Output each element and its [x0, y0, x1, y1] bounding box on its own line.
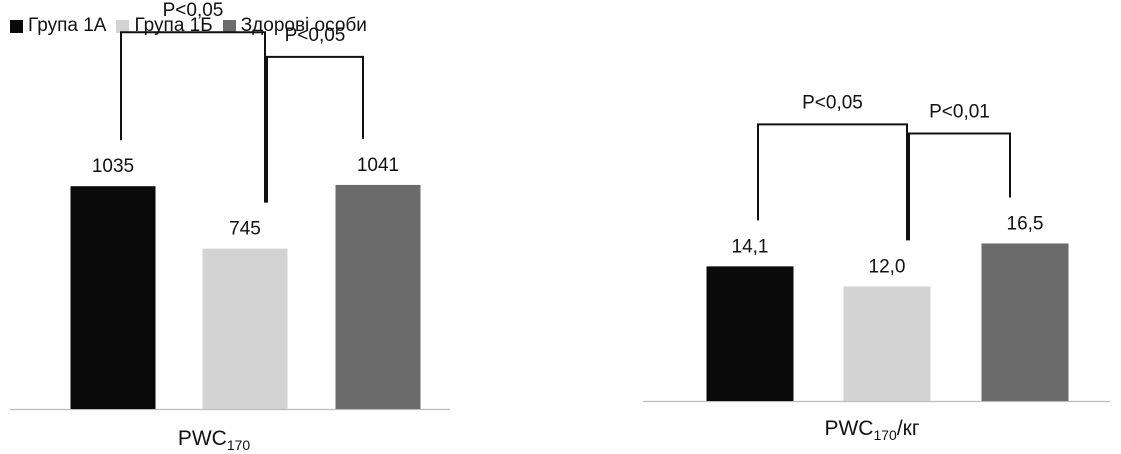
x-axis-label-subscript: 170 — [873, 427, 897, 443]
value-label-2: 12,0 — [869, 256, 906, 277]
legend-swatch-healthy — [222, 19, 236, 33]
value-label-3: 1041 — [357, 155, 399, 176]
legend: Група 1А Група 1Б Здорові особи — [10, 14, 377, 38]
x-axis-label-main: PWC — [178, 427, 227, 450]
bar-1 — [706, 266, 794, 401]
x-axis-label: PWC170/кг — [824, 417, 919, 443]
chart-pwc170-per-kg: 14,1 12,0 16,5 P<0,05 P<0,01 PWC170/кг — [643, 92, 1110, 443]
significance-label-1: P<0,05 — [802, 92, 863, 113]
legend-item-group-1a: Група 1А — [10, 15, 106, 37]
value-label-1: 14,1 — [732, 236, 769, 257]
bar-2 — [843, 286, 931, 401]
significance-bracket-1 — [757, 123, 908, 241]
legend-label-healthy: Здорові особи — [240, 15, 367, 36]
value-label-3: 16,5 — [1007, 213, 1044, 234]
significance-label-2: P<0,01 — [929, 101, 990, 122]
value-label-2: 745 — [229, 219, 261, 240]
significance-bracket-1 — [120, 31, 266, 203]
legend-item-group-1b: Група 1Б — [116, 15, 213, 37]
x-axis-label-suffix: /кг — [897, 417, 920, 440]
bar-2 — [202, 248, 288, 409]
bar-1 — [70, 186, 156, 409]
legend-item-healthy: Здорові особи — [222, 15, 367, 37]
chart-pwc170: 1035 745 1041 P<0,05 P<0,05 PWC170 — [10, 0, 450, 453]
significance-bracket-2 — [908, 132, 1011, 241]
bar-3 — [335, 184, 421, 409]
value-label-1: 1035 — [92, 156, 134, 177]
x-axis-label: PWC170 — [178, 427, 251, 453]
significance-label-1: P<0,05 — [163, 0, 224, 21]
legend-label-group-1b: Група 1Б — [134, 15, 213, 36]
bar-3 — [981, 243, 1069, 401]
legend-label-group-1a: Група 1А — [28, 15, 107, 36]
x-axis-label-subscript: 170 — [227, 437, 251, 453]
x-axis-label-main: PWC — [824, 417, 873, 440]
significance-bracket-2 — [266, 55, 364, 203]
legend-swatch-group-1b — [116, 19, 130, 33]
significance-label-2: P<0,05 — [285, 25, 346, 46]
legend-swatch-group-1a — [10, 19, 23, 33]
